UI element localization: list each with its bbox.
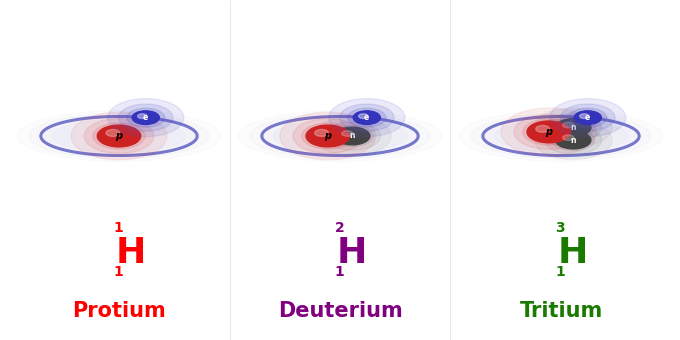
- Text: H: H: [116, 236, 146, 270]
- Circle shape: [93, 123, 145, 149]
- Text: 1: 1: [114, 221, 123, 235]
- Circle shape: [106, 130, 120, 136]
- Circle shape: [560, 104, 615, 131]
- Circle shape: [302, 123, 354, 149]
- Circle shape: [501, 108, 596, 156]
- Ellipse shape: [238, 110, 442, 162]
- Text: p: p: [116, 131, 122, 141]
- Ellipse shape: [52, 119, 186, 153]
- Ellipse shape: [262, 116, 418, 156]
- Text: n: n: [571, 123, 576, 132]
- Text: n: n: [350, 132, 355, 140]
- Circle shape: [107, 99, 184, 137]
- Circle shape: [527, 121, 571, 143]
- Ellipse shape: [29, 114, 209, 158]
- Circle shape: [293, 119, 362, 153]
- Circle shape: [579, 114, 589, 119]
- Circle shape: [514, 115, 583, 149]
- Circle shape: [574, 111, 601, 124]
- Circle shape: [358, 114, 368, 119]
- Circle shape: [97, 125, 141, 147]
- Text: 3: 3: [556, 221, 565, 235]
- Text: e: e: [143, 113, 148, 122]
- Circle shape: [328, 99, 405, 137]
- Text: 1: 1: [114, 265, 123, 279]
- Circle shape: [556, 119, 591, 136]
- Circle shape: [347, 108, 386, 127]
- Circle shape: [534, 108, 612, 147]
- Circle shape: [552, 130, 594, 151]
- Text: p: p: [545, 127, 552, 137]
- Circle shape: [280, 112, 375, 160]
- Circle shape: [339, 104, 394, 131]
- Circle shape: [71, 112, 167, 160]
- Circle shape: [556, 131, 591, 149]
- Text: n: n: [571, 136, 576, 144]
- Text: 1: 1: [556, 265, 565, 279]
- Ellipse shape: [459, 110, 662, 162]
- Text: Deuterium: Deuterium: [277, 301, 403, 321]
- Circle shape: [552, 117, 594, 138]
- Text: 2: 2: [335, 221, 344, 235]
- Circle shape: [562, 135, 574, 140]
- Circle shape: [536, 125, 549, 132]
- Text: 1: 1: [335, 265, 344, 279]
- Circle shape: [545, 113, 602, 142]
- Text: p: p: [324, 131, 331, 141]
- Circle shape: [118, 104, 173, 131]
- Circle shape: [549, 99, 626, 137]
- Text: e: e: [585, 113, 590, 122]
- Ellipse shape: [471, 114, 651, 158]
- Circle shape: [353, 111, 380, 124]
- Text: Tritium: Tritium: [520, 301, 602, 321]
- Circle shape: [331, 125, 373, 147]
- Circle shape: [313, 117, 391, 155]
- Circle shape: [126, 108, 165, 127]
- Text: e: e: [364, 113, 369, 122]
- Circle shape: [341, 131, 353, 136]
- Circle shape: [306, 125, 350, 147]
- Ellipse shape: [17, 110, 220, 162]
- Circle shape: [545, 126, 602, 154]
- Circle shape: [523, 119, 575, 145]
- Ellipse shape: [483, 116, 639, 156]
- Ellipse shape: [273, 119, 407, 153]
- Ellipse shape: [41, 116, 197, 156]
- Circle shape: [568, 108, 607, 127]
- Circle shape: [335, 127, 370, 145]
- Text: H: H: [558, 236, 588, 270]
- Ellipse shape: [494, 119, 628, 153]
- Circle shape: [137, 114, 147, 119]
- Ellipse shape: [250, 114, 430, 158]
- Circle shape: [132, 111, 159, 124]
- Circle shape: [84, 119, 154, 153]
- Circle shape: [315, 130, 328, 136]
- Text: Protium: Protium: [72, 301, 166, 321]
- Circle shape: [562, 122, 574, 128]
- Circle shape: [534, 121, 612, 159]
- Text: H: H: [337, 236, 367, 270]
- Circle shape: [324, 122, 381, 150]
